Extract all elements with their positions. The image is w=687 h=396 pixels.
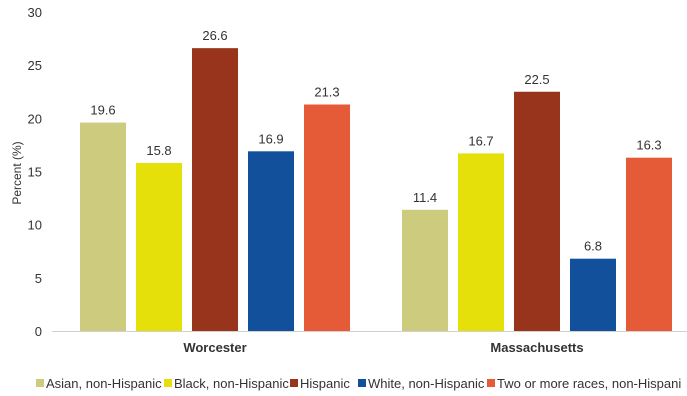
y-tick-label: 0: [35, 324, 42, 339]
y-axis-ticks: 0 5 10 15 20 25 30: [28, 5, 42, 339]
legend-swatch: [36, 379, 44, 387]
bar: [304, 104, 350, 331]
legend-item: Black, non-Hispanic: [164, 376, 289, 391]
bar: [514, 91, 560, 331]
legend-item: White, non-Hispanic: [358, 376, 485, 391]
legend-swatch: [358, 379, 366, 387]
bar: [458, 153, 504, 331]
legend: Asian, non-Hispanic Black, non-Hispanic Hi…: [36, 376, 681, 391]
data-label: 6.8: [584, 239, 602, 254]
data-label: 16.7: [468, 133, 493, 148]
y-tick-label: 5: [35, 271, 42, 286]
y-tick-label: 30: [28, 5, 42, 20]
legend-label: Hispanic: [300, 376, 350, 391]
legend-item: Two or more races, non-Hispani: [487, 376, 681, 391]
legend-swatch: [487, 379, 495, 387]
y-axis-label: Percent (%): [10, 141, 24, 204]
x-category-label: Massachusetts: [490, 340, 583, 355]
data-labels: 19.6 15.8 26.6 16.9 21.3 11.4 16.7 22.5 6.8 16.3: [90, 28, 661, 254]
data-label: 15.8: [146, 143, 171, 158]
bar: [192, 48, 238, 332]
bar: [570, 258, 616, 331]
legend-label: White, non-Hispanic: [368, 376, 485, 391]
data-label: 26.6: [202, 28, 227, 43]
data-label: 22.5: [524, 72, 549, 87]
legend-item: Hispanic: [290, 376, 350, 391]
y-tick-label: 15: [28, 165, 42, 180]
y-tick-label: 20: [28, 111, 42, 126]
data-label: 16.9: [258, 131, 283, 146]
y-tick-label: 25: [28, 58, 42, 73]
x-category-label: Worcester: [183, 340, 246, 355]
bar: [80, 122, 126, 331]
data-label: 19.6: [90, 103, 115, 118]
legend-label: Two or more races, non-Hispani: [497, 376, 681, 391]
bar: [626, 157, 672, 331]
legend-label: Black, non-Hispanic: [174, 376, 289, 391]
bar: [248, 151, 294, 331]
legend-label: Asian, non-Hispanic: [46, 376, 162, 391]
legend-swatch: [164, 379, 172, 387]
legend-item: Asian, non-Hispanic: [36, 376, 162, 391]
legend-swatch: [290, 379, 298, 387]
data-label: 11.4: [413, 190, 437, 205]
bars: [80, 48, 672, 332]
bar: [136, 162, 182, 331]
x-axis-category-labels: Worcester Massachusetts: [183, 340, 583, 355]
y-tick-label: 10: [28, 218, 42, 233]
data-label: 21.3: [314, 85, 339, 100]
bar: [402, 209, 448, 331]
data-label: 16.3: [636, 138, 661, 153]
